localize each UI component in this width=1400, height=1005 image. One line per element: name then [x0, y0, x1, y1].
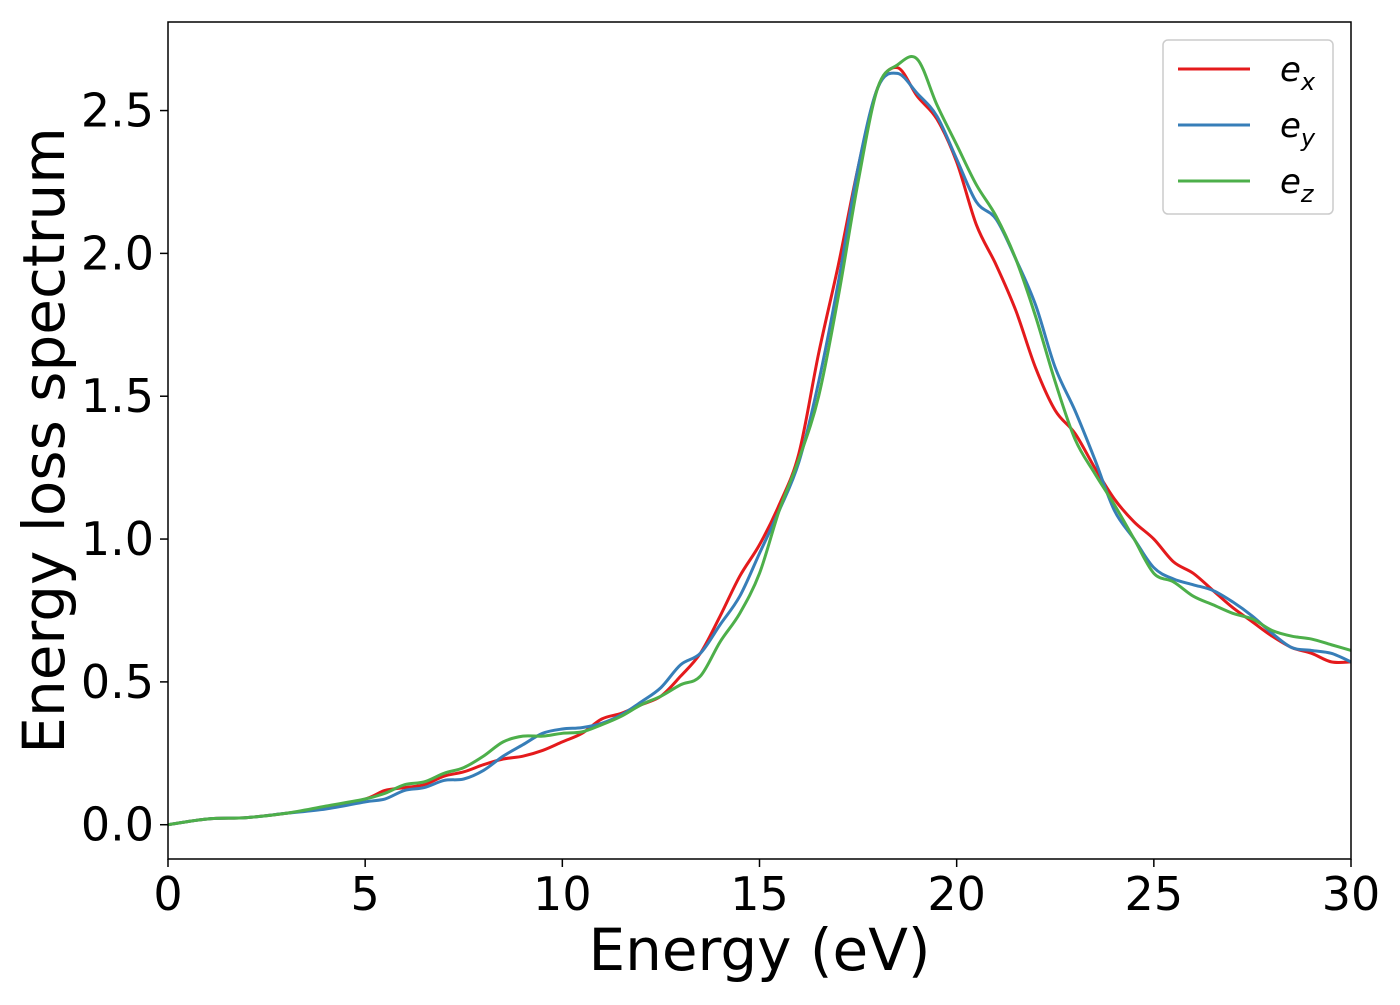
- legend-label-z: ez: [1280, 162, 1315, 208]
- y-tick-label: 1.5: [81, 369, 154, 423]
- x-tick-label: 15: [730, 867, 789, 921]
- x-tick-label: 20: [927, 867, 986, 921]
- y-tick-label: 2.5: [81, 84, 154, 138]
- x-tick-label: 5: [351, 867, 380, 921]
- series-line-e-z: [168, 55, 1351, 827]
- x-tick-label: 0: [153, 867, 182, 921]
- series-layer: [168, 55, 1351, 827]
- legend: ex ey ez: [1162, 39, 1334, 215]
- x-tick-label: 25: [1125, 867, 1184, 921]
- y-tick-label: 1.0: [81, 512, 154, 566]
- x-tick-label: 10: [533, 867, 592, 921]
- x-tick-label: 30: [1322, 867, 1381, 921]
- legend-label-x: ex: [1280, 50, 1316, 96]
- legend-label-y: ey: [1280, 106, 1316, 152]
- y-tick-label: 2.0: [81, 226, 154, 280]
- series-line-e-y: [168, 71, 1351, 827]
- x-axis-label: Energy (eV): [588, 916, 930, 984]
- axes-layer: 0 5 10 15 20 25 30 0.0 0.5 1.0 1.5 2.0 2.5: [81, 21, 1381, 921]
- series-line-e-x: [168, 65, 1351, 827]
- legend-box: [1162, 39, 1334, 215]
- y-tick-label: 0.5: [81, 655, 154, 709]
- y-axis-label: Energy loss spectrum: [10, 127, 78, 753]
- y-tick-label: 0.0: [81, 798, 154, 852]
